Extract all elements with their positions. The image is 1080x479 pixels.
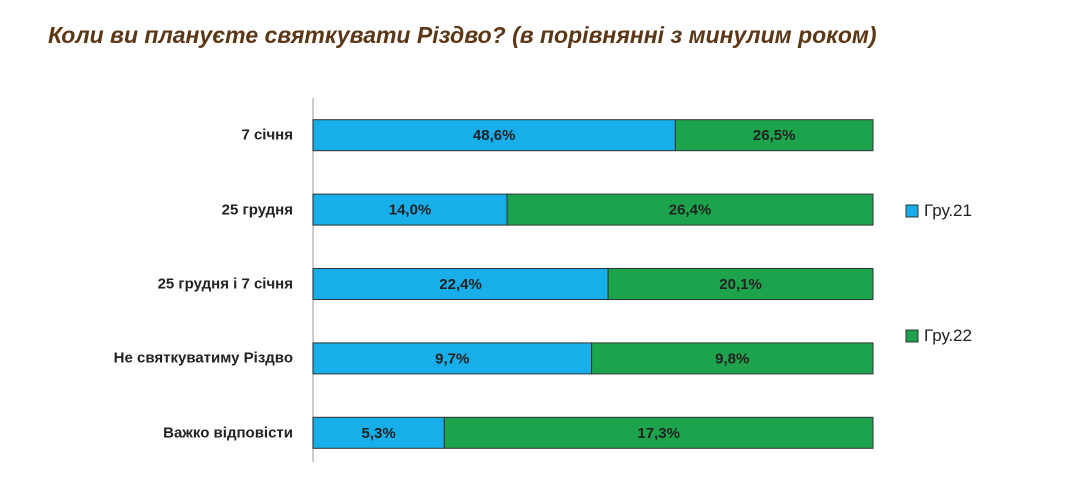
category-label: 25 грудня і 7 січня bbox=[157, 275, 293, 293]
category-label: Не святкуватиму Різдво bbox=[113, 349, 293, 367]
legend-swatch bbox=[905, 204, 919, 218]
value-label: 5,3% bbox=[362, 425, 396, 442]
bar-segment bbox=[312, 268, 609, 300]
value-label: 9,8% bbox=[715, 350, 749, 367]
value-label: 9,7% bbox=[435, 350, 469, 367]
value-label: 14,0% bbox=[389, 202, 432, 219]
value-label: 22,4% bbox=[439, 276, 482, 293]
bar-segment bbox=[312, 193, 508, 226]
category-label: 25 грудня bbox=[221, 201, 293, 219]
bar-segment bbox=[312, 416, 445, 449]
value-label: 48,6% bbox=[473, 127, 516, 144]
bar-segment bbox=[674, 119, 874, 152]
value-label: 26,4% bbox=[669, 202, 712, 219]
value-label: 20,1% bbox=[719, 276, 762, 293]
bar-segment bbox=[591, 342, 874, 375]
category-label: 7 січня bbox=[241, 126, 293, 144]
bar-segment bbox=[607, 268, 874, 300]
legend-label: Гру.21 bbox=[924, 201, 972, 220]
value-label: 26,5% bbox=[753, 127, 796, 144]
legend-swatch bbox=[905, 329, 919, 343]
bar-segment bbox=[312, 119, 676, 152]
value-label: 17,3% bbox=[637, 425, 680, 442]
bar-segment bbox=[506, 193, 874, 226]
category-label: Важко відповісти bbox=[163, 424, 293, 442]
bar-segment bbox=[443, 416, 874, 449]
chart-title: Коли ви плануєте святкувати Різдво? (в п… bbox=[48, 22, 877, 48]
legend-label: Гру.22 bbox=[924, 326, 972, 345]
